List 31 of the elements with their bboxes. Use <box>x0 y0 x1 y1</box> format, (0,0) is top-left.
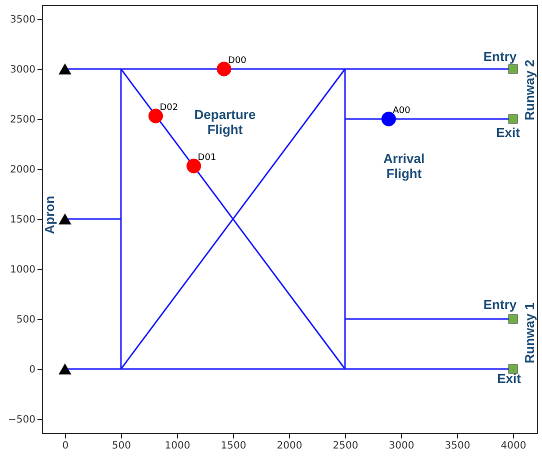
y-tick-label: 1000 <box>10 264 36 276</box>
annotation: Runway 2 <box>522 60 537 120</box>
annotation: Arrival Flight <box>383 151 425 181</box>
y-tick-label: 0 <box>29 364 36 376</box>
x-tick-label: 1000 <box>164 440 190 452</box>
series-label: D00 <box>228 56 247 66</box>
x-tick-label: 2500 <box>332 440 358 452</box>
y-tick-label: −500 <box>8 414 36 426</box>
series-label: D01 <box>198 153 216 163</box>
x-tick-label: 4000 <box>500 440 526 452</box>
x-tick-label: 1500 <box>220 440 246 452</box>
annotation: Departure Flight <box>194 107 256 137</box>
series-label: D02 <box>160 103 178 113</box>
series-label: A00 <box>392 106 411 116</box>
annotation: Entry <box>483 49 518 64</box>
y-tick-label: 3500 <box>10 14 36 26</box>
annotation: Exit <box>496 125 521 140</box>
annotation: Apron <box>42 196 57 234</box>
x-tick-label: 2000 <box>276 440 302 452</box>
y-tick-label: 500 <box>16 314 36 326</box>
y-tick-label: 2000 <box>10 164 36 176</box>
x-tick-label: 3500 <box>444 440 470 452</box>
annotation: Runway 1 <box>522 302 537 364</box>
x-tick-label: 500 <box>112 440 132 452</box>
y-tick-label: 2500 <box>10 114 36 126</box>
y-tick-label: 3000 <box>10 64 36 76</box>
x-tick-label: 0 <box>62 440 69 452</box>
annotation: Exit <box>497 371 522 386</box>
y-tick-label: 1500 <box>10 214 36 226</box>
x-tick-label: 3000 <box>388 440 414 452</box>
annotation: Entry <box>483 297 518 312</box>
